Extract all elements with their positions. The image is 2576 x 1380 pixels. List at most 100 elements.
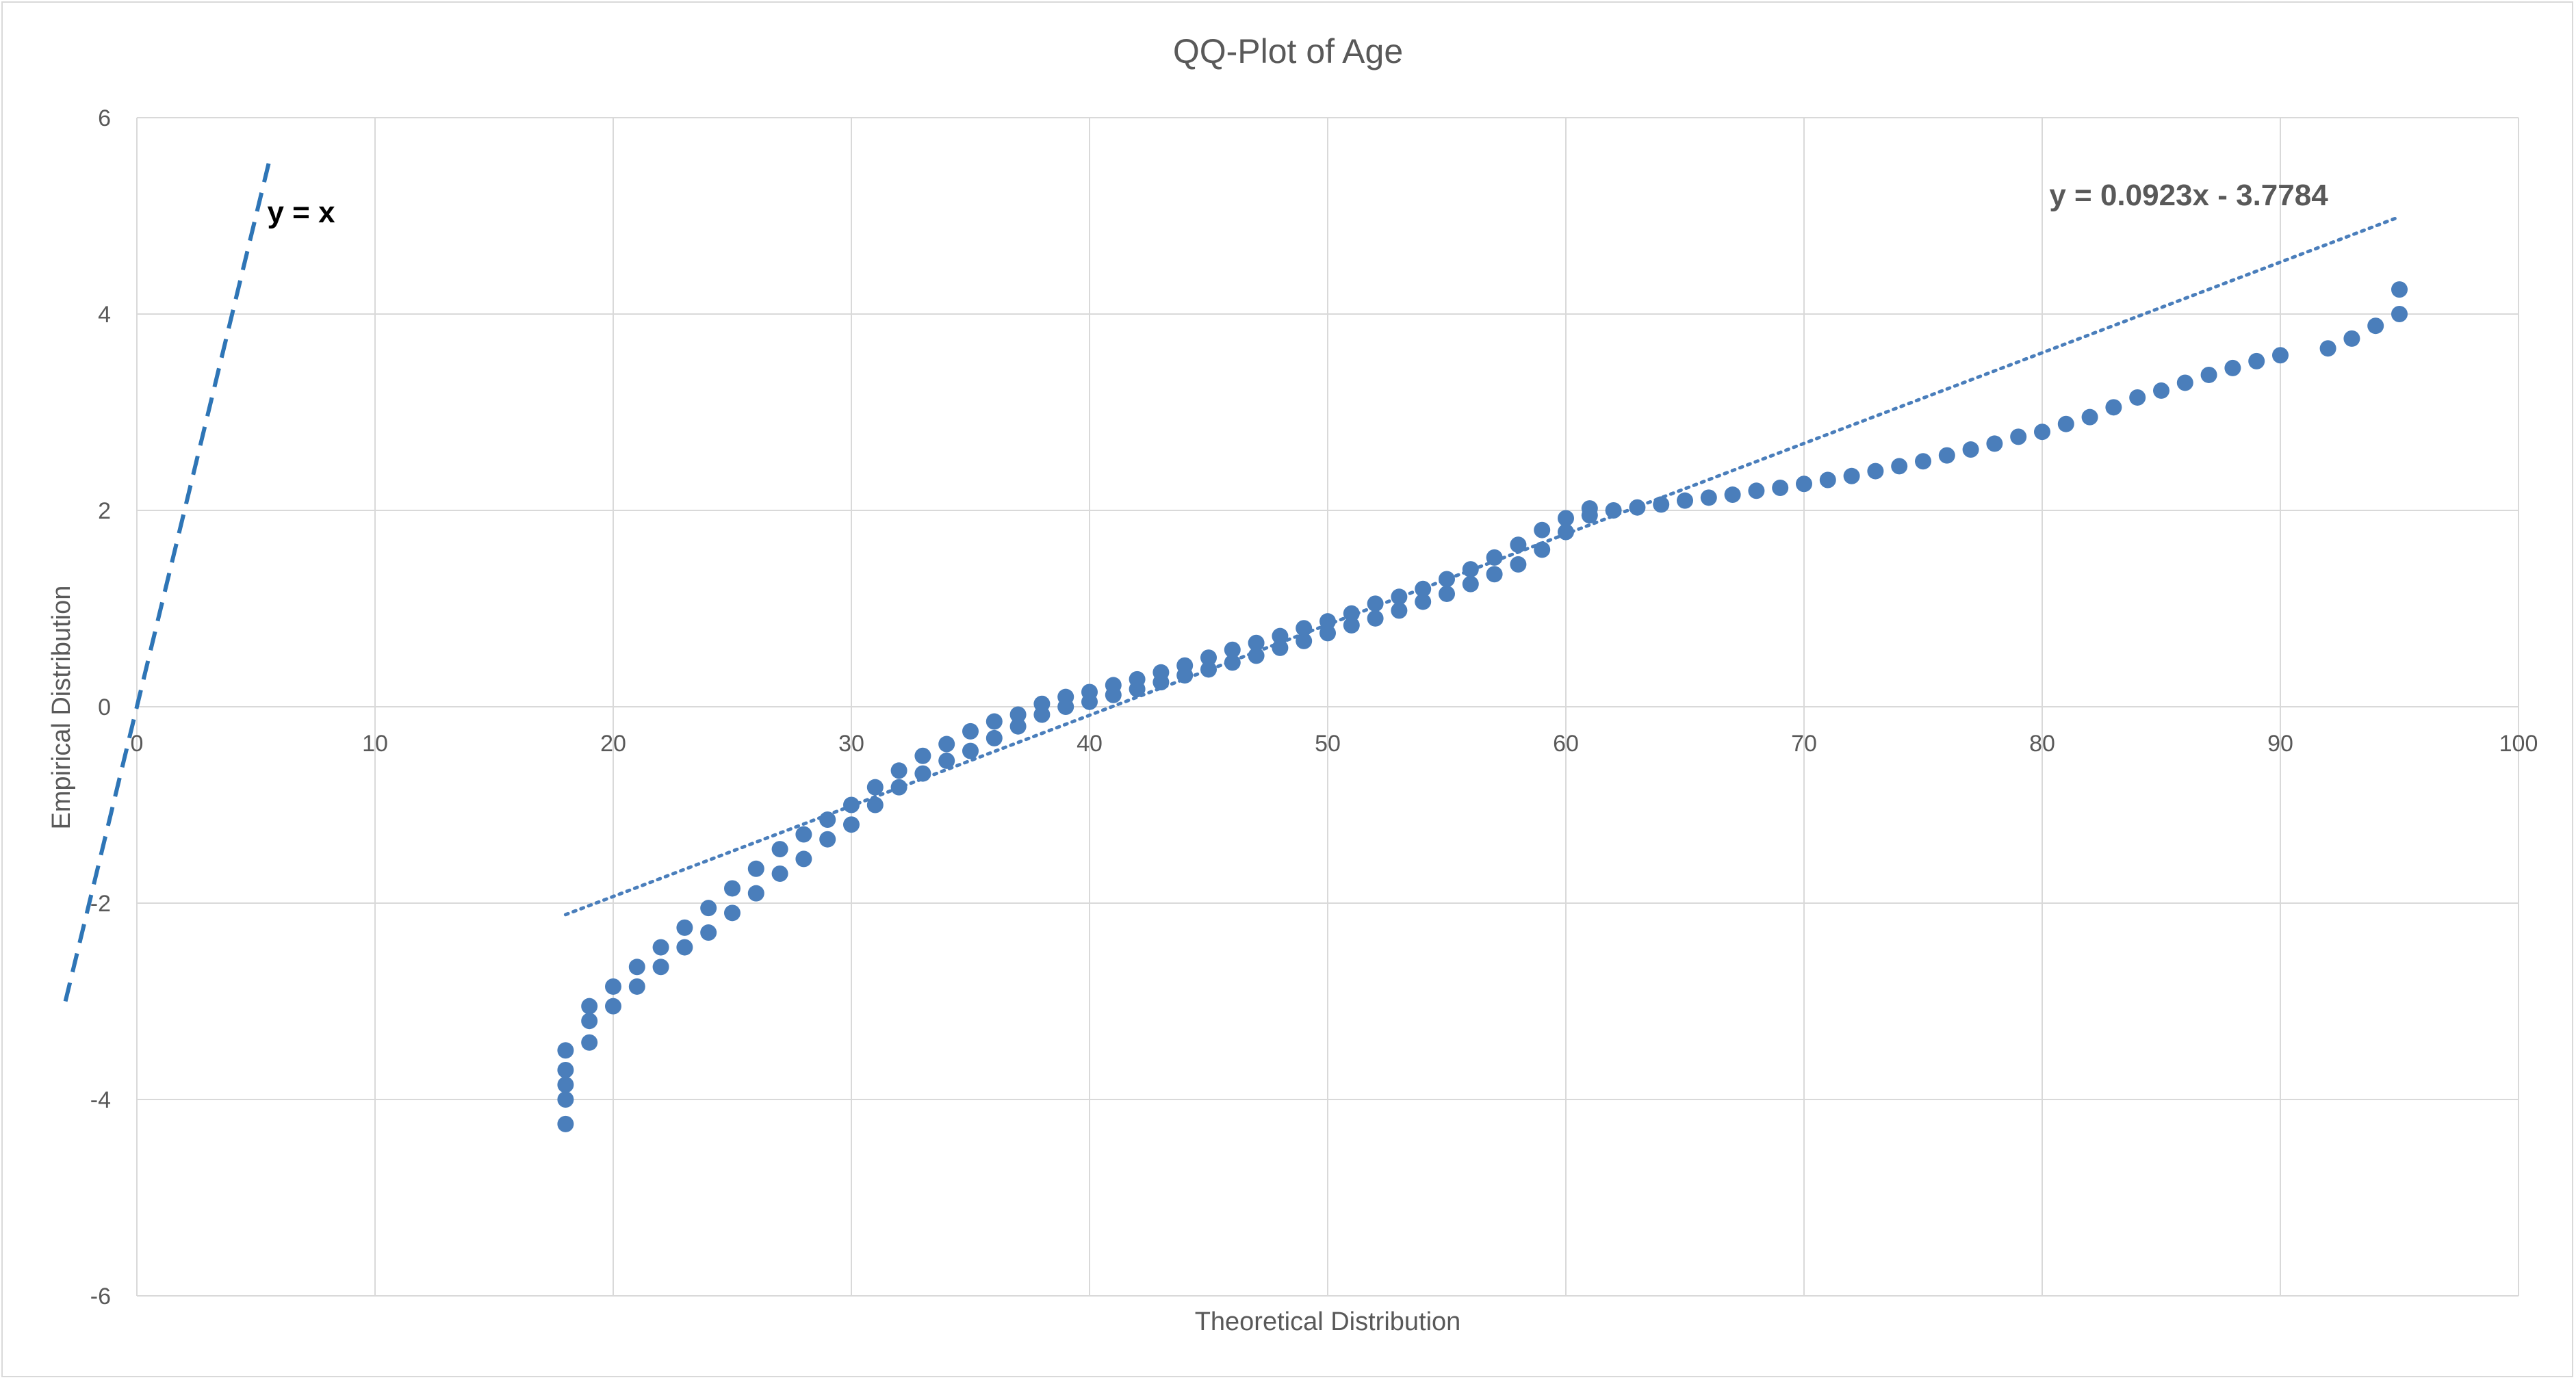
data-point [2105,399,2122,416]
data-point [1796,476,1812,493]
data-point [1319,625,1336,642]
data-point [747,885,764,902]
data-point [1700,489,1717,506]
data-point [1558,510,1574,527]
data-point [795,850,812,868]
data-point [1296,632,1313,649]
data-point [1033,695,1051,712]
data-point [843,816,860,833]
data-point [938,752,955,769]
data-point [1415,593,1432,610]
data-point [1343,616,1360,634]
data-point [581,1013,598,1030]
data-point [1486,549,1503,566]
data-point [1439,571,1455,588]
x-tick-label: 80 [2029,731,2055,757]
data-point [1391,602,1408,619]
data-point [962,742,979,759]
data-point [914,765,931,782]
data-point [1986,435,2003,452]
data-point [676,939,693,956]
data-point [557,1061,574,1078]
data-point [1486,566,1503,583]
data-point [700,924,717,941]
data-point [1391,588,1408,606]
reference-line-y-equals-x [63,156,272,1002]
data-point [1224,641,1241,658]
reference-line-label: y = x [267,196,335,229]
data-point [1629,499,1646,516]
reference-line-layer [63,156,272,1002]
data-point [724,904,740,922]
data-point [1724,486,1741,504]
data-point [914,747,931,764]
data-point [1343,605,1360,622]
data-point [581,998,598,1015]
data-point [652,959,669,976]
data-point [1009,718,1027,735]
data-point [2176,374,2193,391]
data-point [2153,382,2169,399]
data-point [1677,492,1693,509]
x-tick-label: 60 [1553,731,1579,757]
data-point [724,880,740,897]
y-tick-label: 6 [98,105,111,131]
data-point [1867,463,1884,480]
x-tick-label: 0 [131,731,144,757]
data-point [2248,352,2265,369]
data-point [890,779,907,796]
data-point [1510,536,1527,554]
data-points [557,281,2408,1132]
data-point [986,729,1003,746]
data-point [1439,585,1455,602]
data-point [1843,467,1860,484]
data-point [1510,556,1527,573]
data-point [819,811,836,829]
data-point [2367,317,2384,335]
data-point [1176,657,1194,674]
data-point [1272,639,1289,656]
data-point [1248,634,1265,651]
data-point [2272,347,2289,364]
data-point [1534,541,1551,558]
data-point [986,713,1003,730]
data-point [1915,453,1931,470]
y-tick-label: -2 [90,891,111,917]
data-point [1534,521,1551,538]
data-point [1129,671,1146,688]
y-tick-label: 0 [98,694,111,720]
data-point [843,796,860,813]
data-point [1057,688,1074,705]
data-point [1272,627,1289,645]
data-point [628,978,645,995]
data-point [2391,281,2408,298]
data-point [1367,595,1384,612]
data-point [1319,613,1336,630]
data-point [1581,500,1598,517]
data-point [581,1034,598,1051]
data-point [1891,458,1908,475]
data-point [1105,677,1122,694]
data-point [1009,706,1027,723]
data-point [557,1042,574,1059]
data-point [2057,415,2074,432]
data-point [890,762,907,779]
data-point [605,998,621,1015]
y-axis-title: Empirical Distribution [47,586,76,830]
x-tick-label: 100 [2499,731,2538,757]
x-tick-label: 10 [362,731,388,757]
data-point [1248,647,1265,664]
x-tick-label: 20 [600,731,626,757]
y-tick-label: -4 [90,1087,111,1113]
x-tick-label: 70 [1791,731,1817,757]
data-point [1152,664,1170,681]
data-point [700,900,717,917]
data-point [1962,441,1979,458]
data-point [795,826,812,843]
data-point [1558,523,1574,541]
data-point [2010,428,2027,445]
data-point [557,1091,574,1108]
